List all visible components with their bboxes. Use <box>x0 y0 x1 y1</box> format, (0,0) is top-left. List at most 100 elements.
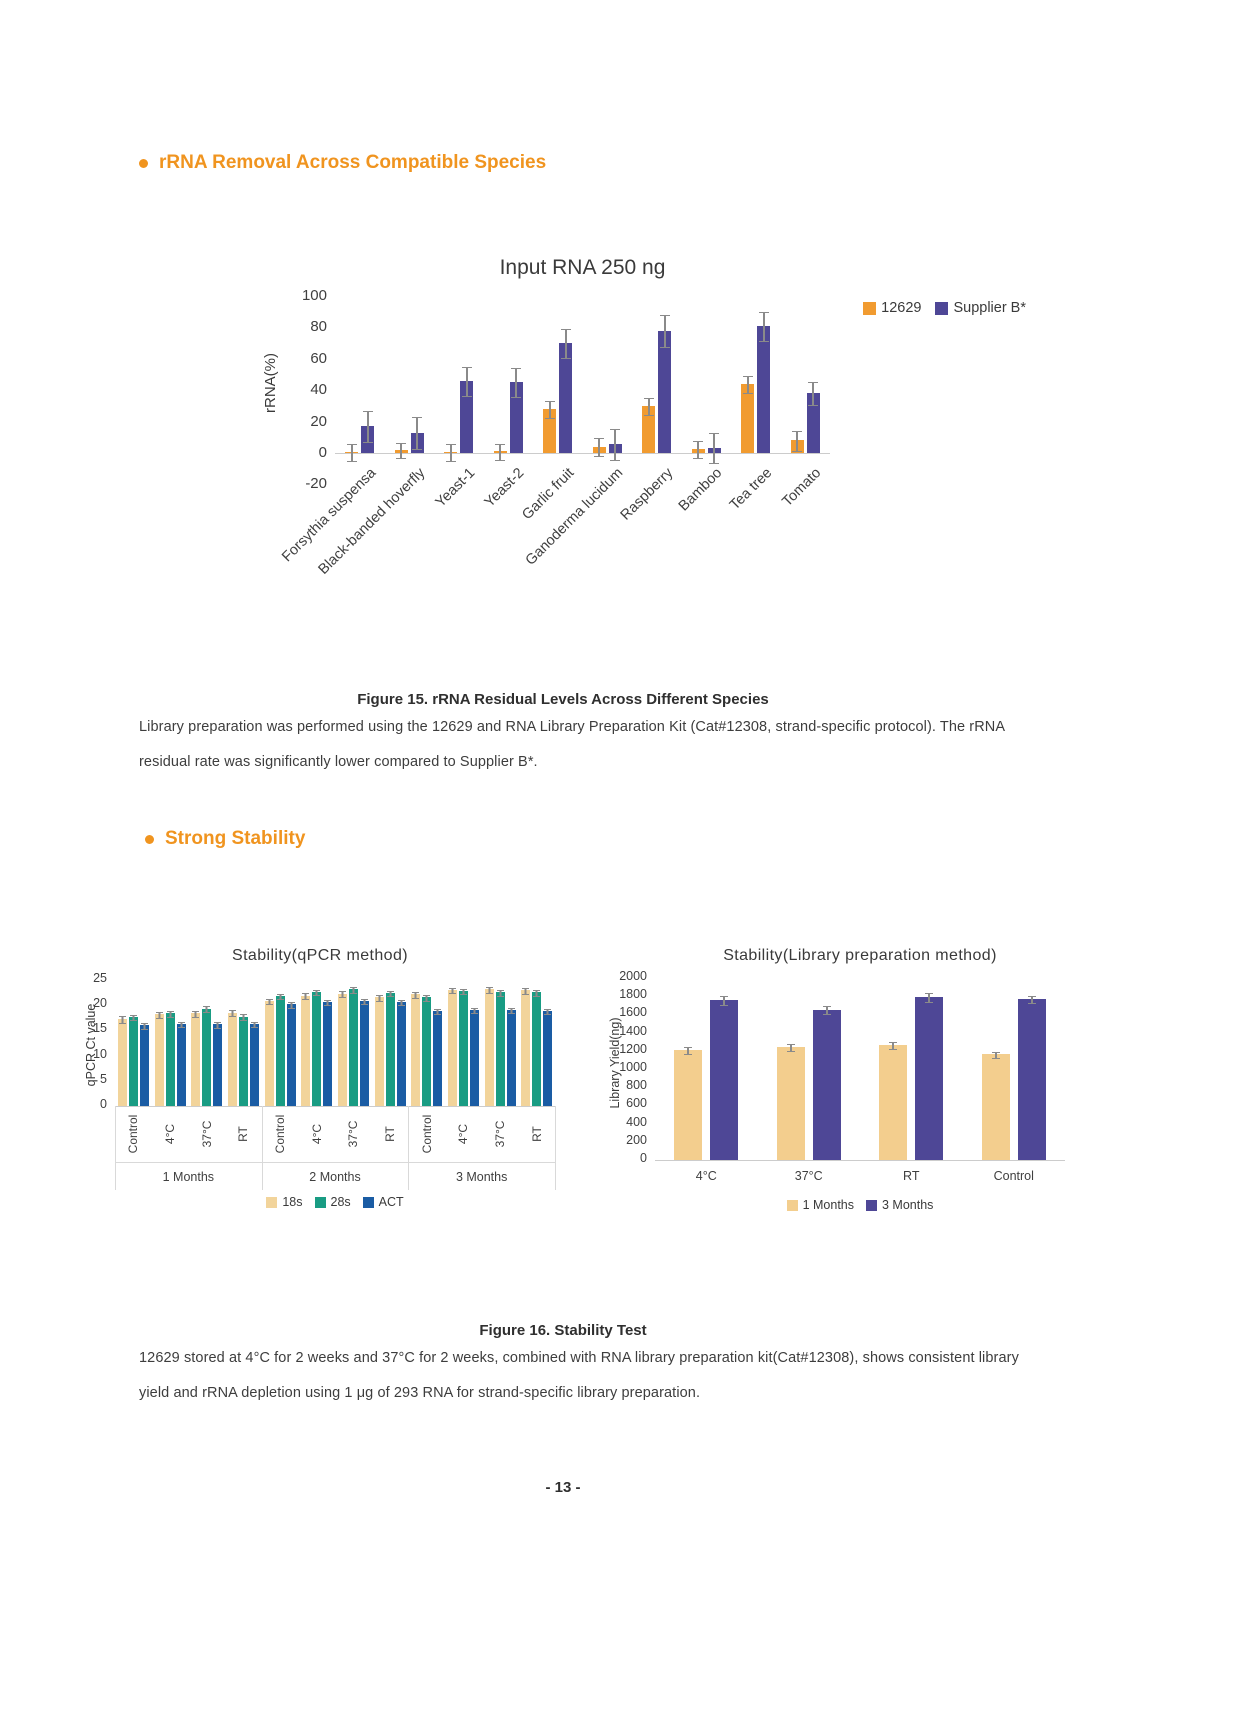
bar-series-b <box>128 1017 138 1106</box>
error-bar <box>448 987 456 994</box>
error-bar <box>166 1010 174 1018</box>
error-bar <box>522 987 530 995</box>
figure16-body-line2: yield and rRNA depletion using 1 μg of 2… <box>139 1385 701 1401</box>
group-label: 3 Months <box>455 1170 508 1184</box>
error-bar <box>495 443 506 462</box>
legend-item: Supplier B* <box>935 300 1026 316</box>
bar-series-b <box>710 999 739 1160</box>
y-axis-tick-label: 0 <box>100 1097 107 1111</box>
bar-series-a <box>227 1012 237 1106</box>
bar-series-a <box>981 1054 1010 1160</box>
error-bar <box>684 1047 693 1055</box>
error-bar <box>375 994 383 1002</box>
y-axis-tick-label: 10 <box>93 1046 107 1061</box>
axis-separator <box>261 1106 263 1190</box>
legend-label: 3 Months <box>882 1198 934 1212</box>
chart-rna-residual: Input RNA 250 ng rRNA(%) 12629 Supplier B… <box>250 252 1030 617</box>
y-axis-tick-label: 200 <box>626 1132 647 1147</box>
bar-series-b <box>238 1016 248 1106</box>
bullet-icon <box>145 834 154 844</box>
legend-label: ACT <box>378 1195 404 1209</box>
bar-series-a <box>191 1013 201 1106</box>
error-bar <box>386 990 394 997</box>
error-bar <box>412 416 423 451</box>
legend-item: 1 Months <box>786 1198 854 1212</box>
chart-stability-qpcr: Stability(qPCR method) qPCR Ct value 18s… <box>84 935 585 1235</box>
error-bar <box>643 398 654 416</box>
error-bar <box>349 986 357 994</box>
axis-separator <box>115 1106 116 1190</box>
error-bar <box>239 1014 247 1022</box>
chart-title: Input RNA 250 ng <box>499 256 666 279</box>
error-bar <box>423 994 431 1002</box>
error-bar <box>693 441 704 459</box>
error-bar <box>203 1006 211 1014</box>
error-bar <box>822 1006 831 1016</box>
chart-legend: 18s 28s ACT <box>115 1195 555 1209</box>
legend-label: Supplier B* <box>953 300 1026 316</box>
error-bar <box>324 1000 332 1007</box>
bar-series-c <box>469 1010 479 1106</box>
y-axis-tick-label: 400 <box>626 1114 647 1129</box>
y-axis-tick-label: 1800 <box>619 987 647 1002</box>
error-bar <box>287 1001 295 1009</box>
error-bar <box>276 994 284 1001</box>
bar-series-a <box>543 409 557 453</box>
chart-legend: 1 Months 3 Months <box>655 1198 1065 1212</box>
bar-series-b <box>495 992 505 1106</box>
error-bar <box>313 990 321 997</box>
y-axis-tick-label: 80 <box>310 318 327 336</box>
error-bar <box>397 1000 405 1007</box>
bar-series-c <box>286 1004 296 1106</box>
bar-series-b <box>275 996 285 1106</box>
bar-series-c <box>543 1010 553 1106</box>
bar-series-b <box>757 325 771 453</box>
error-bar <box>250 1021 258 1028</box>
y-axis-tick-label: 1400 <box>619 1023 647 1038</box>
legend-swatch <box>362 1196 374 1208</box>
error-bar <box>177 1021 185 1028</box>
error-bar <box>192 1010 200 1018</box>
section-heading-stability: Strong Stability <box>145 828 305 850</box>
category-label: Control <box>993 1169 1034 1183</box>
category-label: 37°C <box>794 1169 823 1183</box>
category-label: 4°C <box>695 1169 717 1183</box>
y-axis-tick-label: 1200 <box>619 1041 647 1056</box>
bar-series-a <box>374 997 384 1106</box>
error-bar <box>496 989 504 997</box>
x-axis-line <box>655 1160 1065 1161</box>
y-axis-tick-label: 25 <box>93 971 107 985</box>
bar-series-b <box>658 330 672 453</box>
axis-separator <box>115 1162 555 1163</box>
error-bar <box>511 368 522 399</box>
bar-series-a <box>521 990 531 1106</box>
legend-item: 28s <box>314 1195 351 1209</box>
bar-series-b <box>422 997 432 1106</box>
error-bar <box>470 1008 478 1015</box>
bar-series-b <box>1017 998 1046 1160</box>
error-bar <box>533 989 541 997</box>
error-bar <box>742 376 753 394</box>
section-heading-species: rRNA Removal Across Compatible Species <box>139 152 546 174</box>
legend-label: 12629 <box>881 300 922 316</box>
axis-separator <box>408 1106 410 1190</box>
y-axis-tick-label: 40 <box>310 381 327 399</box>
y-axis-tick-label: 1000 <box>619 1060 647 1074</box>
error-bar <box>445 444 456 463</box>
y-axis-tick-label: 1600 <box>619 1005 647 1020</box>
legend-swatch <box>266 1196 278 1208</box>
y-axis-tick-label: -20 <box>305 475 327 493</box>
error-bar <box>434 1008 442 1015</box>
legend-swatch <box>314 1196 326 1208</box>
error-bar <box>155 1011 163 1019</box>
error-bar <box>412 991 420 999</box>
bar-series-b <box>509 382 523 453</box>
y-axis-tick-label: 5 <box>100 1071 107 1086</box>
bar-series-b <box>532 992 542 1106</box>
error-bar <box>507 1007 515 1014</box>
bar-series-c <box>433 1010 443 1106</box>
chart-title: Stability(qPCR method) <box>232 947 408 964</box>
x-axis-line <box>335 453 830 454</box>
axis-separator <box>555 1106 556 1190</box>
bar-series-a <box>674 1049 703 1160</box>
